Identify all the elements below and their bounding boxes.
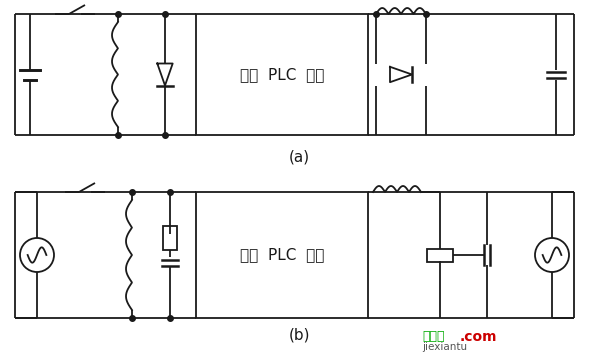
Text: jiexiantu: jiexiantu [422, 342, 467, 352]
Text: (b): (b) [288, 328, 310, 343]
Text: .com: .com [460, 330, 498, 344]
Text: 接线图: 接线图 [422, 331, 444, 344]
Bar [196, 192, 368, 318]
Bar [163, 226, 177, 250]
Text: (a): (a) [289, 150, 310, 165]
Text: 输入  PLC  输出: 输入 PLC 输出 [240, 67, 324, 82]
Bar [196, 14, 368, 135]
Bar [427, 249, 453, 262]
Text: 输入  PLC  输出: 输入 PLC 输出 [240, 247, 324, 263]
